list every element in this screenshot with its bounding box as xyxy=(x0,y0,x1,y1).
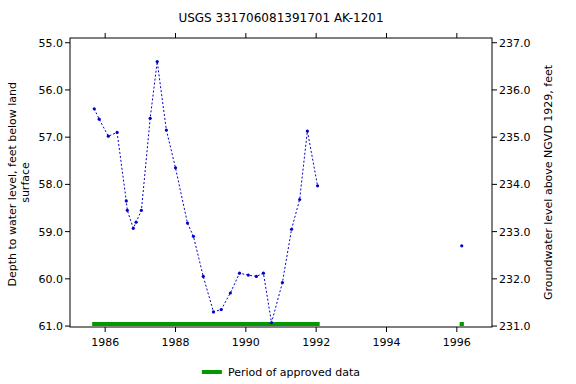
data-point xyxy=(212,310,215,313)
x-tick xyxy=(105,327,106,332)
data-point xyxy=(156,60,159,63)
x-tick-label: 1992 xyxy=(302,336,330,349)
y-tick xyxy=(65,137,70,138)
y2-tick xyxy=(492,137,497,138)
approved-period xyxy=(92,322,320,326)
x-tick-label: 1988 xyxy=(162,336,190,349)
x-tick xyxy=(105,33,106,38)
y2-tick-label: 231.0 xyxy=(499,320,531,333)
x-tick xyxy=(245,327,246,332)
y2-tick xyxy=(492,231,497,232)
data-point xyxy=(270,321,273,324)
y2-tick-label: 236.0 xyxy=(499,84,531,97)
y-tick-label: 56.0 xyxy=(39,84,64,97)
x-tick xyxy=(175,33,176,38)
x-tick xyxy=(316,33,317,38)
y2-tick-label: 237.0 xyxy=(499,37,531,50)
approved-period xyxy=(460,322,464,326)
y2-tick-label: 232.0 xyxy=(499,273,531,286)
y-tick xyxy=(65,42,70,43)
x-tick xyxy=(456,327,457,332)
y-tick xyxy=(65,231,70,232)
data-point xyxy=(135,221,138,224)
x-tick xyxy=(386,33,387,38)
y2-tick xyxy=(492,184,497,185)
data-point xyxy=(460,244,463,247)
data-point xyxy=(306,129,309,132)
data-point xyxy=(247,273,250,276)
y2-axis-label: Groundwater level above NGVD 1929, feet xyxy=(542,64,555,300)
chart: USGS 331706081391701 AK-1201 1986 1988 1990… xyxy=(0,0,576,384)
x-tick xyxy=(386,327,387,332)
x-tick xyxy=(316,327,317,332)
data-point xyxy=(238,272,241,275)
plot-frame xyxy=(70,38,492,327)
data-point xyxy=(202,275,205,278)
y2-tick-label: 235.0 xyxy=(499,131,531,144)
y2-tick xyxy=(492,278,497,279)
data-point xyxy=(298,198,301,201)
title: USGS 331706081391701 AK-1201 xyxy=(178,11,383,25)
data-point xyxy=(107,135,110,138)
x-tick-label: 1994 xyxy=(373,336,401,349)
y-tick xyxy=(65,89,70,90)
y-tick xyxy=(65,278,70,279)
legend-label: Period of approved data xyxy=(228,366,360,379)
data-point xyxy=(98,118,101,121)
x-tick-label: 1990 xyxy=(232,336,260,349)
plot-area xyxy=(92,60,464,326)
data-point xyxy=(192,235,195,238)
data-point xyxy=(93,107,96,110)
x-tick xyxy=(456,33,457,38)
y2-tick xyxy=(492,42,497,43)
data-point xyxy=(281,281,284,284)
y2-tick-label: 234.0 xyxy=(499,178,531,191)
data-point xyxy=(290,228,293,231)
data-point xyxy=(126,209,129,212)
y-tick-label: 58.0 xyxy=(39,178,64,191)
y2-tick-label: 233.0 xyxy=(499,226,531,239)
data-point xyxy=(174,166,177,169)
data-point xyxy=(229,291,232,294)
data-point xyxy=(140,209,143,212)
y2-tick xyxy=(492,89,497,90)
y-tick xyxy=(65,184,70,185)
data-point xyxy=(165,128,168,131)
series-line xyxy=(94,62,317,323)
y-tick-label: 55.0 xyxy=(39,37,64,50)
data-point xyxy=(186,222,189,225)
x-tick xyxy=(245,33,246,38)
data-point xyxy=(255,275,258,278)
x-tick-label: 1996 xyxy=(443,336,471,349)
x-tick xyxy=(175,327,176,332)
data-point xyxy=(149,117,152,120)
y-tick-label: 57.0 xyxy=(39,131,64,144)
y-axis-label: Depth to water level, feet below land su… xyxy=(6,78,32,286)
data-point xyxy=(116,131,119,134)
legend-swatch xyxy=(202,370,222,374)
y-tick xyxy=(65,326,70,327)
data-point xyxy=(125,199,128,202)
y2-tick xyxy=(492,326,497,327)
y-tick-label: 61.0 xyxy=(39,320,64,333)
y-tick-label: 60.0 xyxy=(39,273,64,286)
data-point xyxy=(262,272,265,275)
data-point xyxy=(316,184,319,187)
y-tick-label: 59.0 xyxy=(39,226,64,239)
data-point xyxy=(220,308,223,311)
x-tick-label: 1986 xyxy=(91,336,119,349)
data-point xyxy=(132,227,135,230)
